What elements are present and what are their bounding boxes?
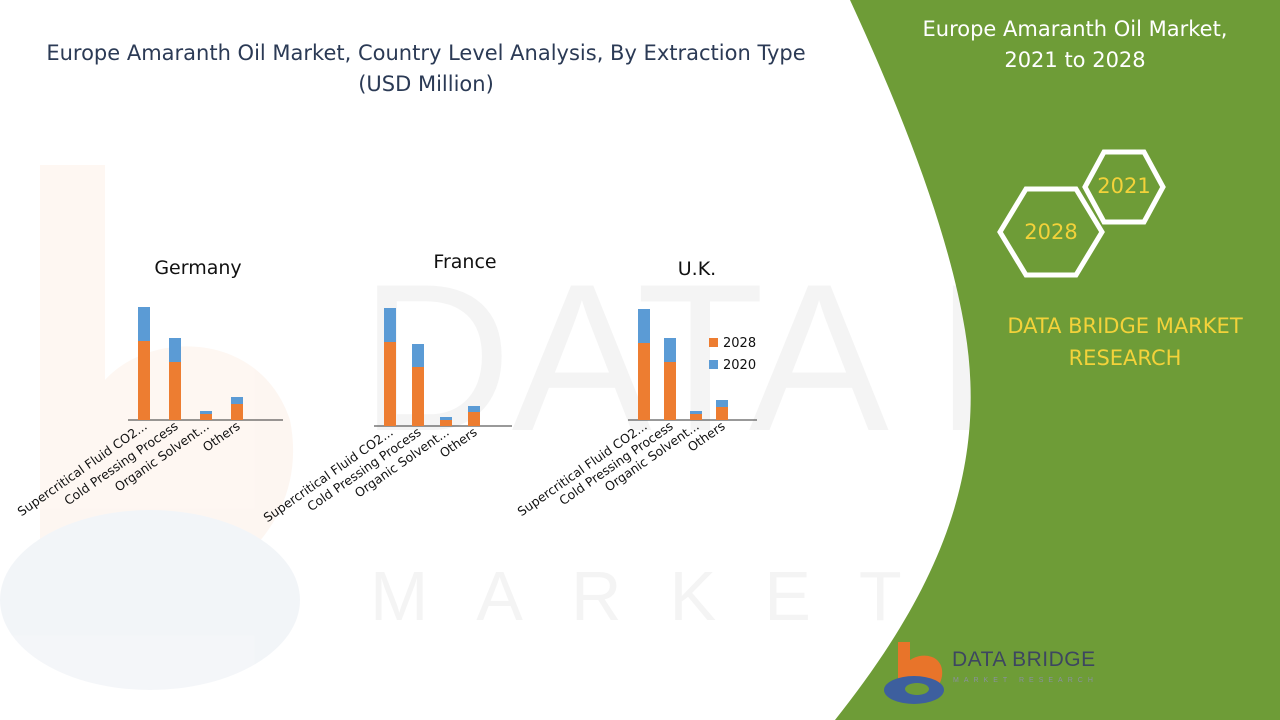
logo-name: DATA BRIDGE: [952, 648, 1096, 671]
bar-2028-2: [440, 420, 452, 426]
category-label: Cold Pressing Process: [556, 418, 676, 508]
bar-2020-1: [169, 338, 181, 362]
bar-2028-3: [231, 404, 243, 420]
bar-2028-3: [716, 407, 728, 420]
main-title: Europe Amaranth Oil Market, Country Leve…: [20, 38, 832, 100]
bar-2028-2: [690, 414, 702, 420]
brand-line-1: DATA BRIDGE MARKET: [1007, 314, 1243, 338]
bar-2028-0: [638, 343, 650, 420]
panel-title: Europe Amaranth Oil Market, 2021 to 2028: [880, 14, 1270, 76]
bar-2028-0: [384, 342, 396, 426]
chart-title: Germany: [154, 257, 241, 279]
bar-2020-3: [716, 400, 728, 407]
brand-name: DATA BRIDGE MARKET RESEARCH: [980, 310, 1270, 374]
bar-2020-0: [384, 308, 396, 342]
green-panel: [835, 0, 1280, 720]
hex-year-2028: 2028: [1024, 220, 1078, 244]
chart-2: U.K.Supercritical Fluid CO2...Cold Press…: [514, 258, 757, 519]
logo-tagline: MARKET RESEARCH: [953, 677, 1098, 684]
bar-2020-3: [468, 406, 480, 412]
main-title-line-1: Europe Amaranth Oil Market, Country Leve…: [46, 41, 806, 65]
bar-2028-0: [138, 341, 150, 420]
bar-2028-3: [468, 412, 480, 426]
logo-icon: [884, 642, 944, 704]
hex-year-2021: 2021: [1097, 174, 1151, 198]
chart-title: France: [433, 251, 496, 273]
legend-label-2020: 2020: [723, 358, 756, 373]
bar-2028-2: [200, 414, 212, 420]
bar-2020-3: [231, 397, 243, 404]
brand-line-2: RESEARCH: [1068, 346, 1182, 370]
bar-2020-1: [664, 338, 676, 362]
bar-2020-1: [412, 344, 424, 367]
bar-2028-1: [664, 362, 676, 420]
hexagon-2021: [1082, 149, 1166, 225]
chart-title: U.K.: [678, 258, 716, 280]
panel-title-line-2: 2021 to 2028: [1004, 48, 1146, 72]
bar-2020-2: [440, 417, 452, 420]
bar-2028-1: [412, 367, 424, 426]
bar-2020-0: [138, 307, 150, 341]
legend-swatch-2020: [709, 360, 718, 369]
main-title-line-2: (USD Million): [358, 72, 494, 96]
bar-2020-2: [200, 411, 212, 414]
bar-2028-1: [169, 362, 181, 420]
legend-swatch-2028: [709, 338, 718, 347]
panel-title-line-1: Europe Amaranth Oil Market,: [922, 17, 1228, 41]
bar-2020-0: [638, 309, 650, 343]
bar-2020-2: [690, 411, 702, 414]
hexagon-2028: [997, 186, 1105, 278]
legend-label-2028: 2028: [723, 336, 756, 351]
